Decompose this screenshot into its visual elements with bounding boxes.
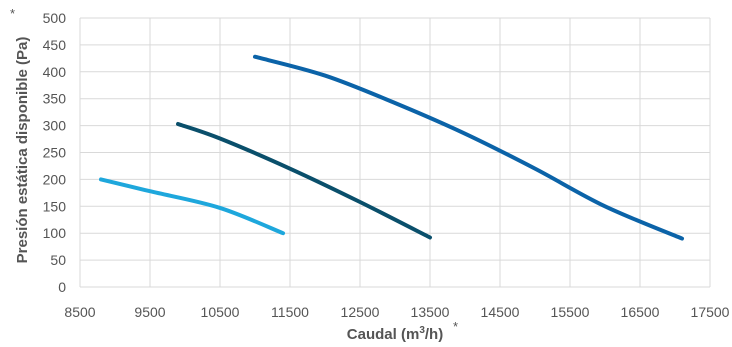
y-axis-ticks: 0 50 100 150 200 250 300 350 400 450 500 xyxy=(43,10,67,295)
y-tick-label: 250 xyxy=(43,145,67,161)
series-lines xyxy=(99,54,684,241)
gridlines xyxy=(79,17,711,288)
x-tick-label: 13500 xyxy=(411,304,450,320)
x-tick-label: 10500 xyxy=(201,304,240,320)
x-axis-title-prefix: Caudal (m xyxy=(347,326,420,343)
y-axis-asterisk: * xyxy=(10,6,15,21)
x-tick-label: 9500 xyxy=(134,304,165,320)
y-tick-label: 50 xyxy=(50,252,66,268)
y-tick-label: 400 xyxy=(43,64,67,80)
y-tick-label: 100 xyxy=(43,225,67,241)
x-tick-label: 11500 xyxy=(271,304,309,320)
x-axis-title-suffix: /h) xyxy=(425,326,443,343)
x-tick-label: 12500 xyxy=(341,304,380,320)
y-tick-label: 350 xyxy=(43,91,67,107)
y-tick-label: 300 xyxy=(43,118,67,134)
x-axis-asterisk: * xyxy=(453,319,458,334)
y-tick-label: 450 xyxy=(43,37,67,53)
series-line-1 xyxy=(99,177,285,236)
x-tick-label: 16500 xyxy=(621,304,660,320)
y-tick-label: 200 xyxy=(43,171,67,187)
x-axis-ticks: 8500 9500 10500 11500 12500 13500 14500 15500 16… xyxy=(64,304,729,320)
x-tick-label: 14500 xyxy=(481,304,520,320)
x-tick-label: 15500 xyxy=(551,304,590,320)
series-line-2 xyxy=(176,121,432,240)
y-tick-label: 150 xyxy=(43,198,67,214)
y-axis-title: Presión estática disponible (Pa) xyxy=(14,37,31,264)
x-axis-title: Caudal (m3/h) xyxy=(347,325,443,343)
series-line-3 xyxy=(253,54,684,241)
x-axis-title-sup: 3 xyxy=(419,325,425,336)
x-tick-label: 8500 xyxy=(64,304,95,320)
y-tick-label: 0 xyxy=(58,279,66,295)
y-tick-label: 500 xyxy=(43,10,67,26)
x-tick-label: 17500 xyxy=(691,304,730,320)
